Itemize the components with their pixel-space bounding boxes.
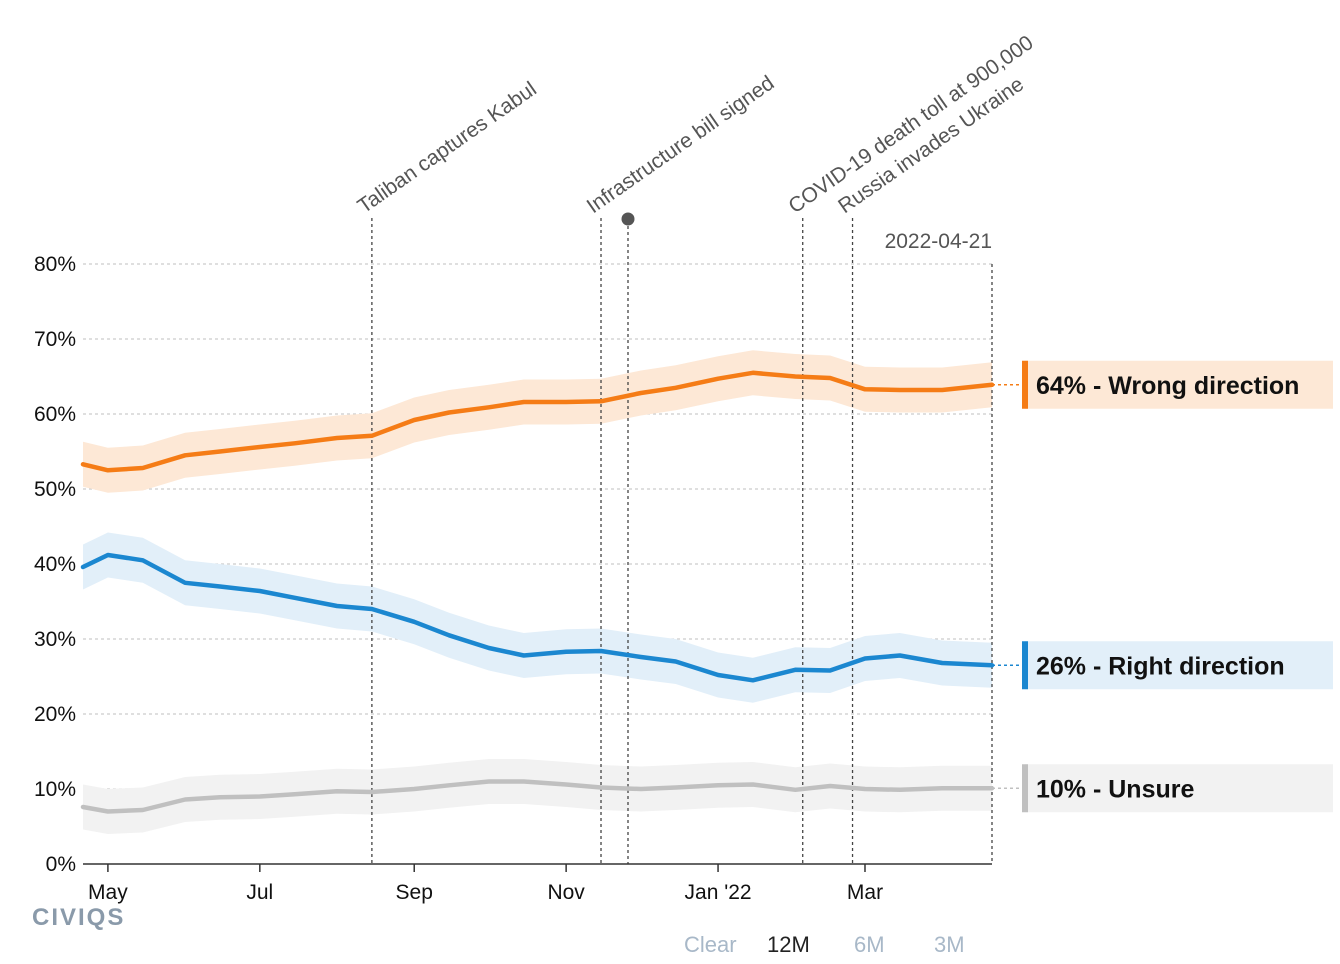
series-end-labels: 64% - Wrong direction 26% - Right directi… bbox=[992, 360, 1333, 813]
end-date-label: 2022-04-21 bbox=[885, 230, 992, 253]
clear-button[interactable]: Clear bbox=[684, 932, 737, 957]
y-tick-label: 70% bbox=[34, 328, 76, 351]
x-tick-label: May bbox=[88, 881, 128, 904]
event-annotations: Taliban captures Kabul Infrastructure bil… bbox=[354, 31, 1038, 864]
end-label-marker bbox=[1022, 764, 1028, 813]
y-tick-label: 50% bbox=[34, 478, 76, 501]
range-3m-button[interactable]: 3M bbox=[934, 932, 965, 957]
x-tick-label: Nov bbox=[547, 881, 585, 904]
end-label-marker bbox=[1022, 641, 1028, 690]
annotation-label: COVID-19 death toll at 900,000 bbox=[784, 31, 1037, 218]
axes: 0% 10% 20% 30% 40% 50% 60% 70% 80% May Jul Sep Nov Ja… bbox=[34, 253, 992, 904]
confidence-band-unsure bbox=[83, 759, 992, 834]
end-label-text: 26% - Right direction bbox=[1036, 652, 1285, 680]
y-tick-label: 0% bbox=[46, 853, 76, 876]
range-12m-button[interactable]: 12M bbox=[767, 932, 810, 957]
confidence-bands bbox=[83, 350, 992, 834]
end-label-marker bbox=[1022, 360, 1028, 409]
range-6m-button[interactable]: 6M bbox=[854, 932, 885, 957]
y-tick-label: 60% bbox=[34, 403, 76, 426]
civiqs-logo: CIVIQS bbox=[32, 904, 125, 931]
series-line-right-direction bbox=[80, 552, 995, 683]
y-tick-label: 80% bbox=[34, 253, 76, 276]
confidence-band-wrong-direction bbox=[83, 350, 992, 493]
series-lines bbox=[80, 370, 995, 814]
gridlines bbox=[83, 263, 992, 790]
x-tick-label: Sep bbox=[396, 881, 433, 904]
x-tick-label: Jul bbox=[246, 881, 273, 904]
series-line-unsure bbox=[80, 779, 995, 814]
y-tick-label: 40% bbox=[34, 553, 76, 576]
x-tick-label: Jan '22 bbox=[685, 881, 752, 904]
end-label-text: 10% - Unsure bbox=[1036, 775, 1194, 803]
end-label-text: 64% - Wrong direction bbox=[1036, 372, 1299, 400]
end-label-background bbox=[1025, 360, 1333, 409]
series-line-wrong-direction bbox=[80, 370, 995, 473]
annotation-label: Taliban captures Kabul bbox=[354, 77, 541, 218]
x-tick-label: Mar bbox=[847, 881, 883, 904]
hover-marker-dot bbox=[621, 212, 635, 226]
end-label-background bbox=[1025, 764, 1333, 813]
confidence-band-right-direction bbox=[83, 532, 992, 703]
annotation-label: Infrastructure bill signed bbox=[583, 71, 779, 218]
range-controls: Clear 12M 6M 3M bbox=[684, 932, 965, 957]
end-label-background bbox=[1025, 641, 1333, 690]
y-tick-label: 30% bbox=[34, 628, 76, 651]
y-tick-label: 20% bbox=[34, 703, 76, 726]
y-tick-label: 10% bbox=[34, 778, 76, 801]
